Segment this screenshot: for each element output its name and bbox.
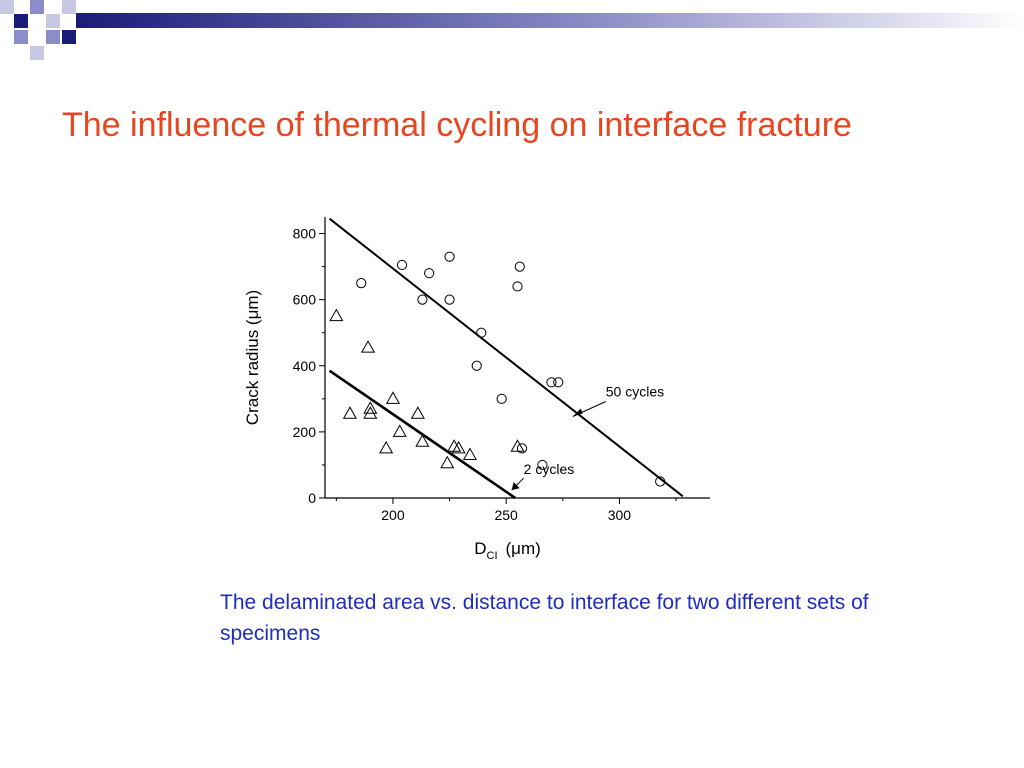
circle-marker [546, 377, 557, 388]
circle-marker [396, 259, 408, 271]
decor-square [46, 30, 60, 44]
chart-axes: 200 250 300 0 200 400 600 800 [293, 217, 710, 523]
decor-square [30, 46, 44, 60]
y-tick-label: 0 [308, 490, 316, 506]
arrow-head [572, 408, 583, 417]
y-tick-label: 600 [293, 292, 317, 308]
y-axis-title: Crack radius (μm) [243, 290, 262, 425]
y-tick-label: 800 [293, 226, 317, 242]
x-axis-title-symbol: D [474, 539, 486, 558]
corner-decoration [0, 0, 1024, 60]
decor-square [0, 0, 14, 14]
circle-marker [424, 268, 435, 279]
triangle-marker [447, 439, 462, 452]
triangle-marker [510, 439, 525, 452]
triangle-marker [360, 340, 376, 353]
x-axis-title: DCI (μm) [474, 539, 541, 562]
circle-marker [476, 327, 487, 338]
annotation-2-cycles: 2 cycles [524, 461, 575, 477]
arrow-head [511, 482, 520, 491]
triangle-marker [342, 406, 357, 419]
circle-marker [516, 443, 528, 454]
data-markers [329, 251, 666, 487]
x-tick-label: 300 [608, 507, 632, 523]
x-tick-label: 200 [381, 507, 405, 523]
triangle-marker [392, 424, 407, 437]
decor-square [30, 0, 44, 14]
decor-square [14, 30, 28, 44]
circle-marker [655, 476, 666, 487]
triangle-marker [329, 308, 344, 322]
fit-line-50-cycles [328, 217, 684, 498]
x-axis-title-subscript: CI [487, 550, 498, 562]
circle-marker [514, 261, 525, 272]
triangle-marker [462, 447, 477, 461]
y-tick-label: 200 [293, 424, 317, 440]
triangle-marker [363, 406, 378, 419]
triangle-marker [363, 401, 378, 414]
decor-square [62, 0, 76, 14]
annotation-50-cycles: 50 cycles [606, 383, 664, 399]
chart-annotations: 50 cycles 2 cycles [511, 383, 664, 491]
triangle-marker [385, 391, 400, 404]
triangle-marker [451, 440, 466, 454]
slide-caption: The delaminated area vs. distance to int… [220, 591, 869, 645]
triangle-marker [440, 455, 455, 469]
x-axis-title-unit: (μm) [506, 539, 541, 558]
triangle-marker [379, 440, 394, 454]
circle-marker [537, 459, 548, 471]
x-tick-label: 250 [494, 507, 518, 523]
circle-marker [512, 281, 523, 292]
fit-lines [328, 217, 684, 500]
decor-square [46, 14, 60, 28]
decor-square [14, 14, 28, 28]
triangle-marker [410, 406, 425, 419]
circle-marker [496, 393, 507, 404]
circle-marker [417, 294, 428, 305]
circle-marker [444, 294, 455, 305]
circle-marker [444, 251, 455, 262]
y-tick-label: 400 [293, 358, 317, 374]
circle-marker [471, 360, 482, 371]
scatter-chart: 200 250 300 0 200 400 600 800 50 cycles 2 cycles… [243, 217, 710, 562]
slide-title: The influence of thermal cycling on inte… [62, 106, 852, 144]
decor-square [62, 30, 76, 44]
header-gradient-bar [76, 13, 1024, 28]
circle-marker [553, 377, 564, 388]
triangle-marker [415, 434, 430, 447]
circle-marker [356, 278, 367, 289]
